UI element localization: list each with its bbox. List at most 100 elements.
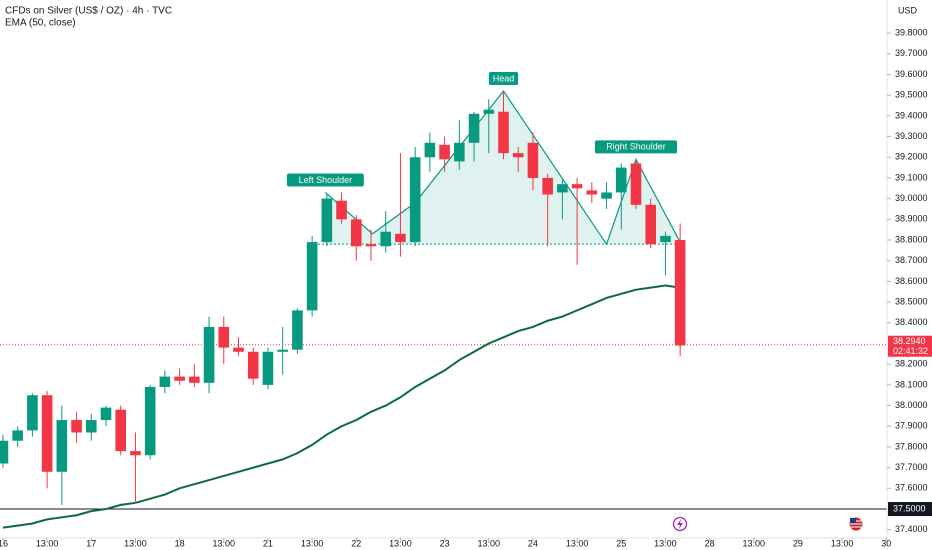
candle-body [12, 430, 23, 441]
candle-body [380, 231, 392, 247]
y-tick-label: 37.6000 [895, 483, 928, 493]
y-tick-label: 38.1000 [895, 379, 928, 389]
y-tick-label: 37.4000 [895, 524, 928, 534]
pattern-label-box [594, 140, 678, 154]
y-tick-label: 37.9000 [895, 421, 928, 431]
pattern-label: Left Shoulder [299, 175, 353, 185]
x-tick-label: 25 [616, 538, 626, 548]
pattern-label: Right Shoulder [606, 142, 666, 152]
candle-body [660, 235, 671, 243]
pattern-label-box [286, 173, 364, 187]
candle-body [41, 395, 53, 472]
y-tick-label: 37.8000 [895, 441, 928, 451]
candle-body [71, 420, 82, 433]
x-tick-label: 30 [881, 538, 891, 548]
candle-body [571, 184, 583, 189]
candle-body [115, 409, 127, 452]
candle-body [277, 349, 288, 352]
candle-body [144, 386, 156, 456]
y-tick-label: 39.2000 [895, 152, 928, 162]
x-tick-label: 13:00 [566, 538, 589, 548]
candle-body [674, 240, 686, 346]
x-tick-label: 13:00 [654, 538, 677, 548]
indicator-label: EMA (50, close) [5, 18, 76, 29]
candle-body [306, 242, 318, 311]
x-tick-label: 17 [86, 538, 96, 548]
candle-body [395, 233, 406, 243]
x-tick-label: 13:00 [36, 538, 59, 548]
x-tick-label: 16 [0, 538, 8, 548]
ema-line [2, 284, 681, 529]
candle-body [498, 111, 509, 154]
candle-body [424, 142, 436, 158]
plot-area [0, 90, 887, 529]
candle-body [130, 451, 141, 456]
y-tick-label: 38.2000 [895, 359, 928, 369]
candle-body [454, 142, 465, 162]
y-tick-label: 38.0000 [895, 400, 928, 410]
x-tick-label: 22 [351, 538, 361, 548]
candle-body [203, 326, 215, 383]
y-tick-label: 38.6000 [895, 276, 928, 286]
candle-body [233, 347, 244, 352]
candle-body [262, 351, 274, 385]
candle-body [247, 351, 259, 379]
x-tick-label: 28 [705, 538, 715, 548]
y-tick-label: 39.1000 [895, 172, 928, 182]
candle-body [321, 198, 333, 243]
x-tick-label: 13:00 [389, 538, 412, 548]
candle-body [365, 244, 377, 247]
flag-icon [849, 517, 863, 531]
y-tick-label: 39.3000 [895, 131, 928, 141]
y-tick-label: 39.6000 [895, 69, 928, 79]
hline-box [888, 502, 932, 517]
y-tick-label: 39.8000 [895, 27, 928, 37]
hline-label: 37.5000 [893, 503, 926, 513]
candle-body [615, 167, 627, 193]
candle-body [645, 204, 657, 245]
candle-body [630, 163, 642, 205]
x-tick-label: 23 [440, 538, 450, 548]
candle-body [27, 395, 38, 431]
candle-body [439, 144, 450, 160]
x-tick-label: 13:00 [213, 538, 236, 548]
candle-body [586, 190, 598, 195]
y-tick-label: 38.5000 [895, 296, 928, 306]
candle-body [527, 142, 539, 178]
y-tick-label: 38.9000 [895, 214, 928, 224]
pattern-label: Head [493, 73, 515, 83]
candle-body [100, 407, 112, 421]
x-tick-label: 13:00 [124, 538, 147, 548]
y-tick-label: 38.7000 [895, 255, 928, 265]
candle-body [85, 420, 97, 433]
x-tick-label: 13:00 [743, 538, 766, 548]
y-tick-label: 39.4000 [895, 110, 928, 120]
candle-body [189, 376, 200, 383]
candle-body [292, 310, 303, 350]
candle-body [0, 440, 9, 464]
y-tick-label: 37.7000 [895, 462, 928, 472]
y-tick-label: 39.0000 [895, 193, 928, 203]
currency-label: USD [898, 5, 918, 15]
candle-body [409, 157, 421, 243]
x-tick-label: 13:00 [301, 538, 324, 548]
x-tick-label: 21 [263, 538, 273, 548]
candle-body [218, 326, 230, 348]
x-tick-label: 24 [528, 538, 538, 548]
candle-body [468, 113, 480, 143]
x-tick-label: 29 [793, 538, 803, 548]
candle-body [174, 376, 185, 381]
candle-body [557, 184, 568, 193]
candle-body [542, 177, 553, 195]
candle-body [483, 109, 495, 114]
candle-body [512, 153, 524, 158]
x-tick-label: 13:00 [478, 538, 501, 548]
y-tick-label: 38.4000 [895, 317, 928, 327]
x-tick-label: 13:00 [831, 538, 854, 548]
x-tick-label: 18 [175, 538, 185, 548]
candle-body [56, 420, 68, 472]
candle-body [336, 200, 347, 220]
last-price-label: 38.2940 [893, 336, 926, 346]
